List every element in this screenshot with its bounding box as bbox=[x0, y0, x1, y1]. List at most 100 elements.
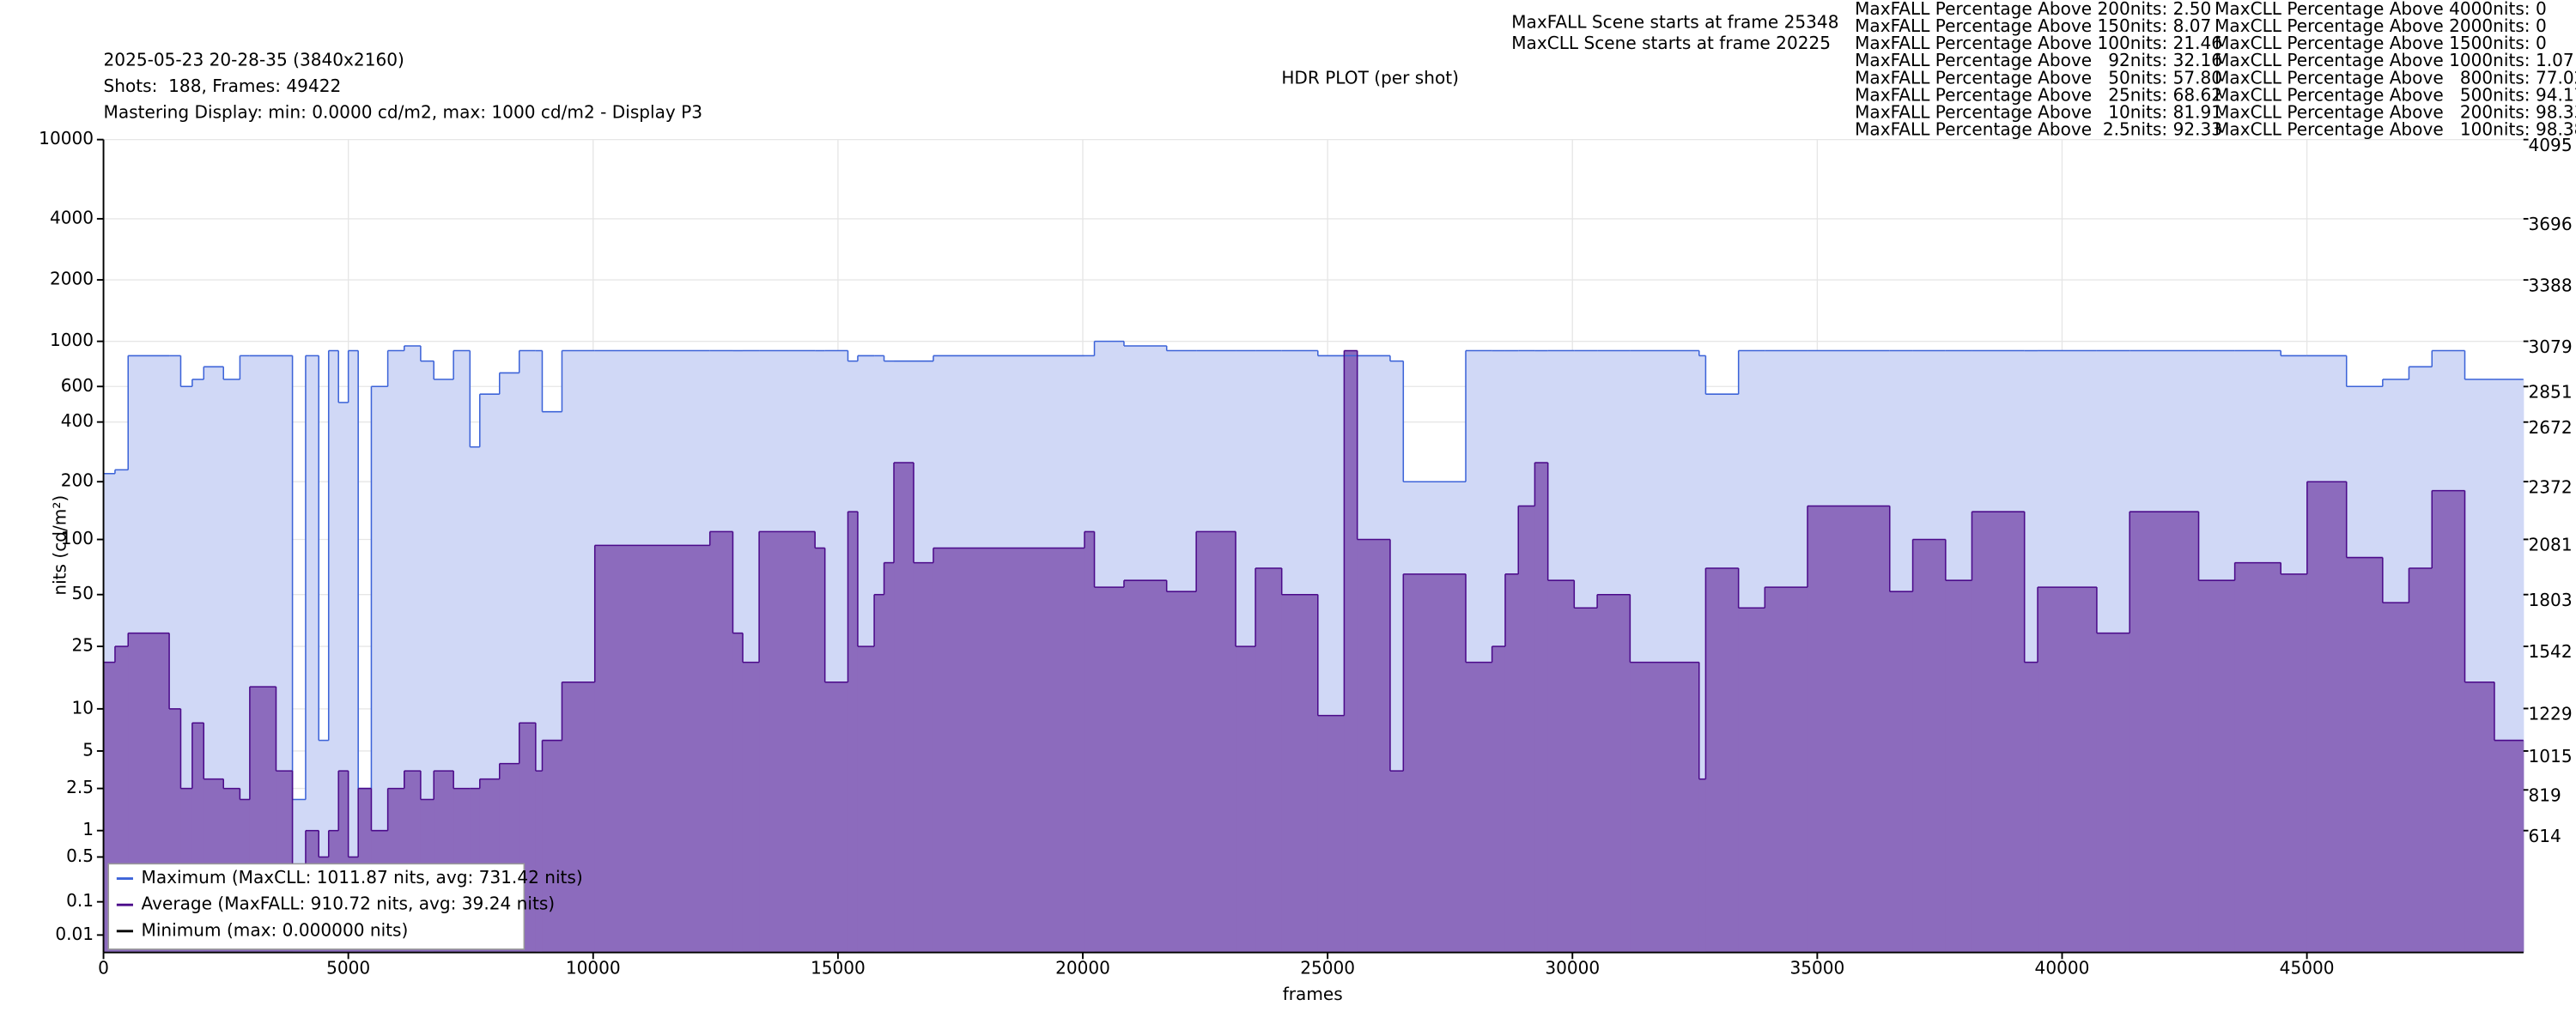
y-tick-label: 200 bbox=[61, 470, 94, 491]
step-fill bbox=[1698, 779, 1706, 953]
step-fill bbox=[328, 350, 339, 953]
y-tick-label: 2.5 bbox=[66, 777, 94, 797]
chart-title: HDR PLOT (per shot) bbox=[1281, 67, 1459, 88]
scene-line: MaxCLL Scene starts at frame 20225 bbox=[1511, 33, 1831, 53]
step-fill bbox=[535, 771, 544, 953]
legend-box bbox=[107, 863, 526, 950]
y2-tick-label: 2372 bbox=[2529, 476, 2573, 497]
y-tick-label: 2000 bbox=[50, 269, 94, 289]
step-fill bbox=[709, 531, 734, 953]
step-fill bbox=[1971, 512, 2026, 953]
step-fill bbox=[1466, 662, 1493, 953]
y2-tick-label: 614 bbox=[2529, 826, 2561, 846]
step-fill bbox=[1945, 580, 1973, 953]
step-fill bbox=[1084, 531, 1096, 953]
legend-label: Maximum (MaxCLL: 1011.87 nits, avg: 731.… bbox=[142, 867, 583, 888]
legend: Maximum (MaxCLL: 1011.87 nits, avg: 731.… bbox=[107, 863, 583, 950]
step-fill bbox=[1389, 771, 1404, 953]
info-line: 2025-05-23 20-28-35 (3840x2160) bbox=[104, 49, 404, 70]
y-tick-label: 25 bbox=[71, 635, 94, 656]
y2-tick-label: 2672 bbox=[2529, 417, 2573, 438]
legend-label: Average (MaxFALL: 910.72 nits, avg: 39.2… bbox=[142, 894, 556, 914]
step-fill bbox=[1492, 646, 1506, 953]
x-tick-label: 45000 bbox=[2280, 957, 2335, 978]
step-fill bbox=[732, 633, 744, 953]
maxfall-stat: MaxFALL Percentage Above 150nits: 8.07 bbox=[1855, 15, 2211, 36]
step-fill bbox=[1344, 350, 1358, 953]
maxcll-stat: MaxCLL Percentage Above 500nits: 94.17 bbox=[2215, 84, 2576, 105]
maxcll-stat: MaxCLL Percentage Above 1000nits: 1.07 bbox=[2215, 50, 2574, 70]
maxfall-stat: MaxFALL Percentage Above 10nits: 81.91 bbox=[1855, 102, 2222, 123]
legend-label: Minimum (max: 0.000000 nits) bbox=[142, 919, 409, 940]
x-tick-label: 25000 bbox=[1300, 957, 1355, 978]
step-fill bbox=[2432, 490, 2466, 953]
maxfall-stat: MaxFALL Percentage Above 50nits: 57.80 bbox=[1855, 67, 2222, 88]
y-tick-label: 5 bbox=[82, 739, 94, 760]
step-fill bbox=[933, 548, 1085, 953]
step-fill bbox=[1765, 587, 1808, 953]
x-tick-label: 15000 bbox=[811, 957, 866, 978]
step-fill bbox=[824, 682, 849, 953]
maxfall-stat: MaxFALL Percentage Above 200nits: 2.50 bbox=[1855, 0, 2211, 19]
x-axis-label: frames bbox=[1283, 984, 1343, 1004]
y-tick-label: 50 bbox=[71, 583, 94, 603]
x-tick-label: 0 bbox=[98, 957, 109, 978]
y2-tick-label: 3079 bbox=[2529, 336, 2573, 357]
y2-tick-label: 1015 bbox=[2529, 746, 2573, 766]
y-tick-label: 0.01 bbox=[55, 924, 94, 944]
info-line: Shots: 188, Frames: 49422 bbox=[104, 76, 342, 96]
step-fill bbox=[2409, 567, 2433, 953]
step-fill bbox=[1255, 567, 1283, 953]
x-tick-label: 20000 bbox=[1055, 957, 1110, 978]
maxfall-stat: MaxFALL Percentage Above 2.5nits: 92.33 bbox=[1855, 119, 2222, 140]
step-fill bbox=[874, 594, 885, 953]
plot-area bbox=[102, 138, 2524, 954]
scene-line: MaxFALL Scene starts at frame 25348 bbox=[1511, 11, 1838, 32]
step-fill bbox=[2281, 573, 2308, 953]
step-fill bbox=[913, 562, 934, 953]
x-tick-label: 40000 bbox=[2035, 957, 2090, 978]
step-fill bbox=[1518, 506, 1535, 953]
step-fill bbox=[2382, 603, 2410, 953]
step-fill bbox=[1236, 646, 1256, 953]
step-fill bbox=[1889, 591, 1914, 953]
step-fill bbox=[742, 662, 760, 953]
step-fill bbox=[371, 386, 389, 953]
y-tick-label: 400 bbox=[61, 410, 94, 431]
maxcll-stat: MaxCLL Percentage Above 100nits: 98.38 bbox=[2215, 119, 2576, 140]
y-tick-label: 1 bbox=[82, 819, 94, 839]
step-fill bbox=[1534, 463, 1549, 953]
step-fill bbox=[562, 682, 596, 953]
step-fill bbox=[1094, 587, 1125, 953]
step-fill bbox=[542, 740, 563, 953]
maxcll-stat: MaxCLL Percentage Above 4000nits: 0 bbox=[2215, 0, 2547, 19]
step-fill bbox=[1547, 580, 1575, 953]
step-fill bbox=[348, 350, 359, 953]
step-fill bbox=[2306, 482, 2348, 953]
step-fill bbox=[759, 531, 816, 953]
step-fill bbox=[815, 548, 826, 953]
step-fill bbox=[2346, 557, 2384, 953]
y-tick-label: 0.1 bbox=[66, 890, 94, 911]
y2-tick-label: 819 bbox=[2529, 785, 2561, 805]
step-fill bbox=[1196, 531, 1236, 953]
step-fill bbox=[1317, 715, 1345, 953]
step-fill bbox=[1123, 580, 1168, 953]
y2-tick-label: 1229 bbox=[2529, 704, 2573, 724]
y-tick-label: 10 bbox=[71, 697, 94, 718]
y2-tick-label: 1803 bbox=[2529, 590, 2573, 610]
step-fill bbox=[1705, 567, 1740, 953]
maxcll-stat: MaxCLL Percentage Above 2000nits: 0 bbox=[2215, 15, 2547, 36]
step-fill bbox=[1698, 355, 1706, 953]
maxcll-stat: MaxCLL Percentage Above 800nits: 77.02 bbox=[2215, 67, 2576, 88]
step-fill bbox=[1574, 608, 1598, 953]
step-fill bbox=[2234, 562, 2281, 953]
x-tick-label: 35000 bbox=[1789, 957, 1844, 978]
step-fill bbox=[2464, 682, 2495, 953]
step-fill bbox=[2038, 587, 2098, 953]
maxfall-stat: MaxFALL Percentage Above 92nits: 32.16 bbox=[1855, 50, 2222, 70]
maxcll-stat: MaxCLL Percentage Above 200nits: 98.33 bbox=[2215, 102, 2576, 123]
y-tick-label: 100 bbox=[61, 528, 94, 548]
